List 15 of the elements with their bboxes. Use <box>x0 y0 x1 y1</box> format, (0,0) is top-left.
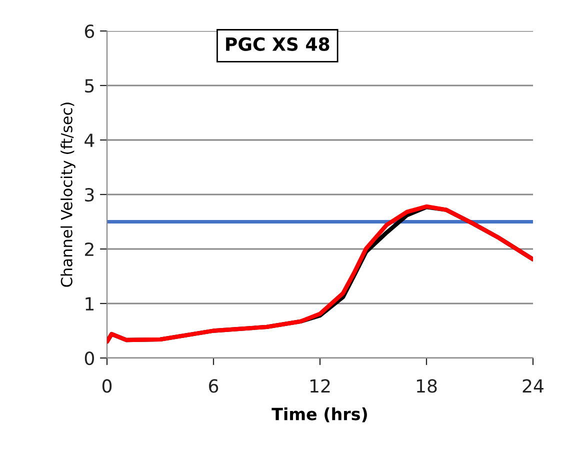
y-tick-label: 6 <box>84 24 94 38</box>
y-tick-label: 2 <box>85 242 94 256</box>
x-tick-label: 0 <box>102 379 112 393</box>
x-tick-label: 18 <box>416 379 437 393</box>
x-tick-label: 24 <box>522 379 544 393</box>
y-axis-title: Channel Velocity (ft/sec) <box>60 102 76 287</box>
y-tick-label: 4 <box>84 134 94 147</box>
chart-title: PGC XS 48 <box>226 37 330 51</box>
y-tick-label: 0 <box>84 351 94 366</box>
x-tick-label: 12 <box>310 379 330 393</box>
x-axis-title: Time (hrs) <box>272 407 367 422</box>
y-tick-label: 1 <box>86 297 94 310</box>
y-tick-label: 5 <box>85 79 94 93</box>
x-tick-label: 6 <box>209 379 218 393</box>
y-tick-label: 3 <box>85 188 94 202</box>
